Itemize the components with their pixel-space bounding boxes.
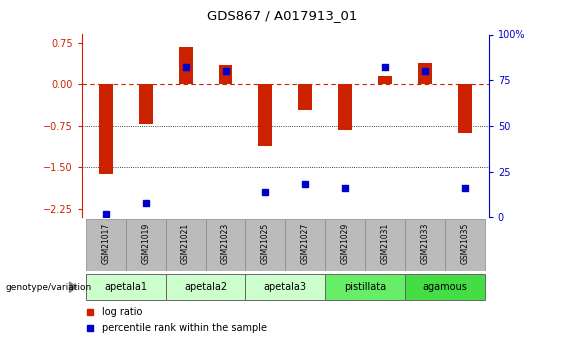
Bar [285,219,325,271]
Text: GSM21019: GSM21019 [141,223,150,264]
Text: GDS867 / A017913_01: GDS867 / A017913_01 [207,9,358,22]
Bar [166,274,245,300]
Text: apetala3: apetala3 [264,282,307,292]
Bar [458,85,472,133]
Bar [99,85,113,174]
Text: GSM21035: GSM21035 [460,223,470,264]
Bar [418,63,432,85]
Text: GSM21017: GSM21017 [101,223,110,264]
Bar [445,219,485,271]
Bar [126,219,166,271]
Text: GSM21027: GSM21027 [301,223,310,264]
Bar [206,219,245,271]
Text: apetala1: apetala1 [105,282,147,292]
Bar [325,219,365,271]
Bar [338,85,352,130]
Text: GSM21025: GSM21025 [261,223,270,264]
Text: GSM21031: GSM21031 [381,223,389,264]
Bar [139,85,153,124]
Text: log ratio: log ratio [102,307,142,317]
Bar [245,274,325,300]
Bar [166,219,206,271]
Bar [298,85,312,110]
Text: agamous: agamous [423,282,467,292]
Polygon shape [69,282,76,292]
Text: GSM21029: GSM21029 [341,223,350,264]
Bar [86,219,126,271]
Bar [405,219,445,271]
Bar [86,274,166,300]
Text: percentile rank within the sample: percentile rank within the sample [102,323,267,333]
Text: GSM21033: GSM21033 [420,223,429,264]
Text: pistillata: pistillata [344,282,386,292]
Bar [179,47,193,85]
Bar [378,76,392,85]
Text: apetala2: apetala2 [184,282,227,292]
Bar [219,65,232,85]
Text: GSM21023: GSM21023 [221,223,230,264]
Text: genotype/variation: genotype/variation [6,283,92,292]
Bar [405,274,485,300]
Bar [258,85,272,146]
Bar [245,219,285,271]
Text: GSM21021: GSM21021 [181,223,190,264]
Bar [325,274,405,300]
Bar [365,219,405,271]
